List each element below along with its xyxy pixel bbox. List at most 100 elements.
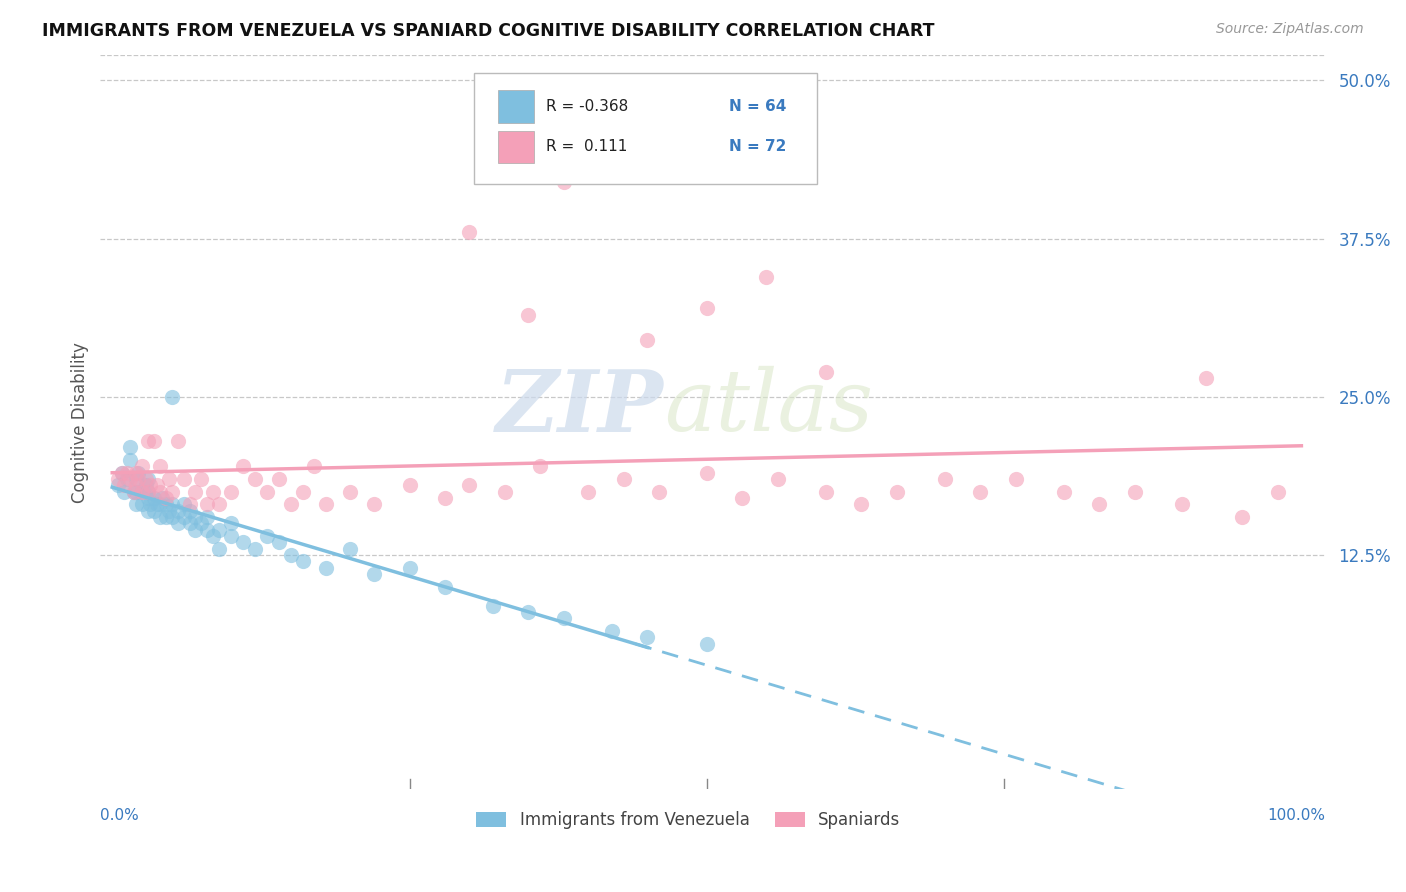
Point xyxy=(195,510,218,524)
Point xyxy=(553,611,575,625)
Point xyxy=(1005,472,1028,486)
Point xyxy=(149,498,172,512)
Point xyxy=(766,472,789,486)
Point xyxy=(494,484,516,499)
Point xyxy=(149,459,172,474)
Point xyxy=(1171,498,1194,512)
Point xyxy=(339,484,361,499)
Point xyxy=(146,478,169,492)
Point xyxy=(107,478,129,492)
Text: N = 64: N = 64 xyxy=(728,99,786,114)
Text: 100.0%: 100.0% xyxy=(1267,808,1326,823)
Point xyxy=(304,459,326,474)
Point xyxy=(243,541,266,556)
Text: N = 72: N = 72 xyxy=(728,139,786,154)
Point xyxy=(202,484,225,499)
Point xyxy=(256,529,278,543)
Point xyxy=(127,466,149,480)
Point xyxy=(166,504,188,518)
Point xyxy=(1123,484,1146,499)
Point xyxy=(139,478,162,492)
Point xyxy=(1195,371,1218,385)
Point xyxy=(814,365,837,379)
Point xyxy=(232,459,254,474)
Point xyxy=(136,491,159,505)
Point xyxy=(190,516,212,531)
Point xyxy=(195,498,218,512)
Point xyxy=(166,516,188,531)
Point xyxy=(184,523,207,537)
Point xyxy=(166,434,188,449)
Point xyxy=(398,478,420,492)
Point xyxy=(112,484,135,499)
Point xyxy=(179,504,201,518)
Point xyxy=(636,631,658,645)
Point xyxy=(184,510,207,524)
Point xyxy=(173,472,195,486)
Point xyxy=(851,498,873,512)
Point xyxy=(157,472,180,486)
Point xyxy=(160,510,183,524)
Point xyxy=(280,548,302,562)
Point xyxy=(517,605,540,619)
FancyBboxPatch shape xyxy=(498,131,534,163)
Point xyxy=(886,484,908,499)
Point xyxy=(291,484,314,499)
Point xyxy=(135,478,157,492)
Point xyxy=(529,459,551,474)
Point xyxy=(142,434,165,449)
Point xyxy=(125,498,148,512)
Point xyxy=(173,498,195,512)
Point xyxy=(120,472,142,486)
Point xyxy=(1230,510,1253,524)
Point xyxy=(131,498,153,512)
Legend: Immigrants from Venezuela, Spaniards: Immigrants from Venezuela, Spaniards xyxy=(470,805,907,836)
Point xyxy=(136,484,159,499)
Point xyxy=(142,504,165,518)
Point xyxy=(363,498,385,512)
Point xyxy=(127,472,149,486)
Text: atlas: atlas xyxy=(664,366,873,449)
Point xyxy=(696,637,718,651)
Point xyxy=(136,484,159,499)
Point xyxy=(122,484,145,499)
Point xyxy=(219,484,242,499)
Point xyxy=(613,472,636,486)
Point xyxy=(179,516,201,531)
Point xyxy=(755,269,778,284)
Point xyxy=(315,498,337,512)
Point xyxy=(125,478,148,492)
Point xyxy=(434,491,457,505)
Point xyxy=(115,466,138,480)
Point xyxy=(125,472,148,486)
Point xyxy=(219,529,242,543)
Point xyxy=(636,333,658,347)
Point xyxy=(339,541,361,556)
Point xyxy=(149,484,172,499)
FancyBboxPatch shape xyxy=(474,73,817,184)
Point xyxy=(195,523,218,537)
Point xyxy=(434,580,457,594)
Text: IMMIGRANTS FROM VENEZUELA VS SPANIARD COGNITIVE DISABILITY CORRELATION CHART: IMMIGRANTS FROM VENEZUELA VS SPANIARD CO… xyxy=(42,22,935,40)
Point xyxy=(458,225,481,239)
Point xyxy=(136,434,159,449)
Point xyxy=(696,301,718,316)
Point xyxy=(155,498,177,512)
Point xyxy=(136,504,159,518)
Point xyxy=(135,472,157,486)
Point xyxy=(202,529,225,543)
Point xyxy=(256,484,278,499)
Point xyxy=(600,624,623,638)
Point xyxy=(219,516,242,531)
FancyBboxPatch shape xyxy=(498,90,534,123)
Point xyxy=(155,491,177,505)
Point xyxy=(814,484,837,499)
Point xyxy=(115,472,138,486)
Point xyxy=(969,484,991,499)
Text: Source: ZipAtlas.com: Source: ZipAtlas.com xyxy=(1216,22,1364,37)
Point xyxy=(120,441,142,455)
Point xyxy=(363,567,385,582)
Point xyxy=(731,491,754,505)
Text: R =  0.111: R = 0.111 xyxy=(546,139,627,154)
Point xyxy=(280,498,302,512)
